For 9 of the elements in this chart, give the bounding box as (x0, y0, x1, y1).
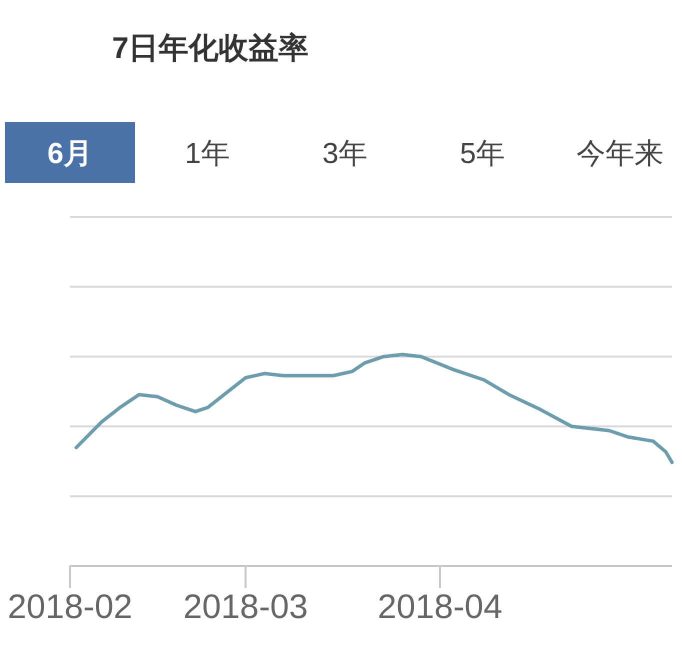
button-label: 5年 (460, 138, 506, 170)
x-tick-label: 2018-02 (8, 588, 132, 626)
button-label: 6月 (47, 138, 93, 170)
button-label: 1年 (184, 138, 230, 170)
button-label: 3年 (322, 138, 368, 170)
button-label: 今年来 (576, 138, 664, 170)
x-tick-label: 2018-03 (183, 588, 308, 626)
chart-title: 7日年化收益率 (112, 32, 309, 65)
x-tick-label: 2018-04 (378, 588, 502, 626)
